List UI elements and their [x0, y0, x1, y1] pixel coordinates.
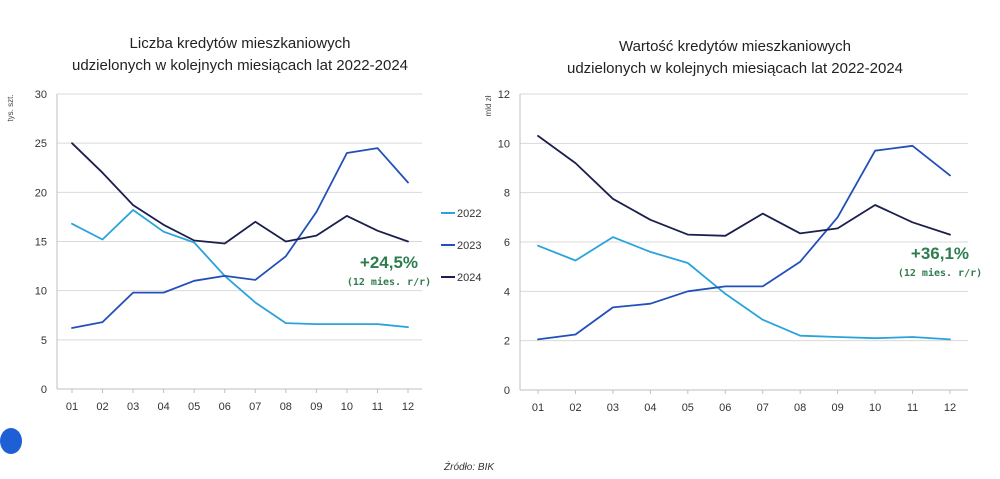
- chart-count-annotation-sub: (12 mies. r/r): [347, 276, 431, 288]
- chart-value-title-line-1: Wartość kredytów mieszkaniowych: [619, 38, 851, 55]
- chart-count-ytick-label: 25: [35, 138, 47, 150]
- chart-value-ytick-label: 8: [504, 188, 510, 200]
- legend-item-2023: 2023: [441, 240, 481, 252]
- legend-label-2024: 2024: [457, 272, 481, 284]
- chart-value-series-2023-line: [537, 144, 951, 341]
- chart-value-xtick-label: 03: [607, 402, 619, 414]
- chart-count-ytick-label: 5: [41, 335, 47, 347]
- chart-count-ytick-label: 30: [35, 89, 47, 101]
- navigation-dot[interactable]: [0, 428, 22, 454]
- chart-value-ytick-label: 12: [498, 89, 510, 101]
- legend-label-2022: 2022: [457, 208, 481, 220]
- chart-count-ytick-label: 20: [35, 187, 47, 199]
- legend-label-2023: 2023: [457, 240, 481, 252]
- source-note: Źródło: BIK: [444, 462, 495, 473]
- chart-count-xtick-label: 08: [280, 401, 292, 413]
- chart-count-series-2022-line: [71, 209, 409, 329]
- chart-value-ylabel: mld zł: [484, 95, 493, 116]
- chart-count-xtick-label: 10: [341, 401, 353, 413]
- chart-value-xtick-label: 11: [907, 402, 918, 414]
- chart-count-title-line-1: Liczba kredytów mieszkaniowych: [130, 35, 351, 52]
- chart-count-annotation: +24,5%: [360, 253, 418, 272]
- chart-value-xtick-label: 09: [832, 402, 844, 414]
- chart-value-series-2024-line: [537, 134, 951, 237]
- chart-count-xtick-label: 12: [402, 401, 414, 413]
- chart-count-title-line-2: udzielonych w kolejnych miesiącach lat 2…: [72, 57, 408, 74]
- chart-value-ytick-label: 4: [504, 286, 510, 298]
- chart-count-series-2024-line: [71, 142, 409, 245]
- chart-value-xtick-label: 02: [569, 402, 581, 414]
- chart-value-ytick-label: 10: [498, 138, 510, 150]
- chart-count-series-2023-line: [71, 147, 409, 329]
- chart-value-xtick-label: 08: [794, 402, 806, 414]
- chart-count-ylabel: tys. szt.: [6, 94, 15, 121]
- chart-count-ytick-label: 0: [41, 384, 47, 396]
- chart-value-xtick-label: 05: [682, 402, 694, 414]
- chart-value-ytick-label: 6: [504, 237, 510, 249]
- chart-value-annotation: +36,1%: [911, 244, 969, 263]
- chart-count-xtick-label: 07: [249, 401, 261, 413]
- chart-value-xtick-label: 10: [869, 402, 881, 414]
- chart-count-xtick-label: 04: [158, 401, 170, 413]
- chart-value-xtick-label: 12: [944, 402, 956, 414]
- chart-value-ytick-label: 0: [504, 385, 510, 397]
- legend: 2022 2023 2024: [441, 208, 481, 284]
- chart-count-xtick-label: 02: [96, 401, 108, 413]
- chart-count-xtick-label: 05: [188, 401, 200, 413]
- legend-item-2022: 2022: [441, 208, 481, 220]
- chart-value-series-2022-line: [537, 236, 951, 341]
- chart-value-ytick-label: 2: [504, 336, 510, 348]
- chart-value: Wartość kredytów mieszkaniowych udzielon…: [484, 38, 982, 414]
- chart-count-ytick-label: 10: [35, 286, 47, 298]
- chart-count-xtick-label: 09: [310, 401, 322, 413]
- chart-value-xtick-label: 07: [757, 402, 769, 414]
- chart-count-ytick-label: 15: [35, 237, 47, 249]
- chart-value-annotation-sub: (12 mies. r/r): [898, 267, 982, 279]
- chart-count-xtick-label: 06: [219, 401, 231, 413]
- legend-item-2024: 2024: [441, 272, 481, 284]
- chart-count-xtick-label: 11: [372, 401, 383, 413]
- chart-value-xtick-label: 06: [719, 402, 731, 414]
- chart-value-xtick-label: 04: [644, 402, 656, 414]
- chart-count-xtick-label: 01: [66, 401, 78, 413]
- chart-count: Liczba kredytów mieszkaniowych udzielony…: [6, 35, 431, 413]
- chart-value-title-line-2: udzielonych w kolejnych miesiącach lat 2…: [567, 60, 903, 77]
- chart-count-xtick-label: 03: [127, 401, 139, 413]
- chart-value-xtick-label: 01: [532, 402, 544, 414]
